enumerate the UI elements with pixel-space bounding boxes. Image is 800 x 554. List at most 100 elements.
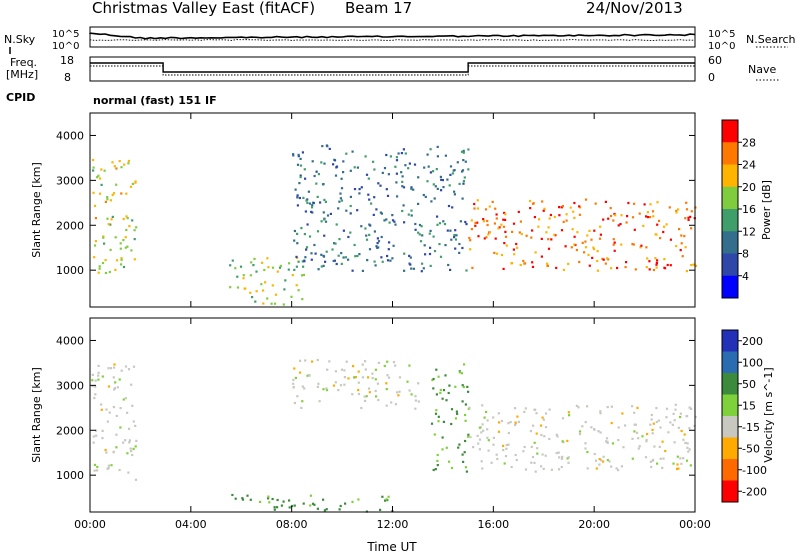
power-cell	[261, 261, 264, 264]
velocity-cell	[533, 408, 536, 411]
power-cell	[310, 210, 313, 213]
power-cell	[522, 259, 525, 263]
velocity-cell	[130, 450, 133, 453]
velocity-cell	[92, 435, 95, 438]
power-cell	[308, 202, 312, 205]
velocity-cell	[561, 440, 564, 443]
power-cell	[409, 256, 412, 259]
power-cell	[242, 274, 245, 277]
velocity-cell	[129, 447, 132, 450]
velocity-cell	[673, 419, 676, 422]
velocity-cell	[334, 381, 337, 384]
noise-left-label: N.Sky	[4, 33, 36, 46]
power-cell	[449, 229, 452, 232]
velocity-cell	[462, 386, 465, 389]
power-cell	[428, 232, 431, 235]
power-cell	[388, 241, 391, 244]
power-cell	[324, 200, 327, 203]
power-cell	[118, 160, 121, 163]
velocity-cell	[128, 427, 131, 430]
velocity-cell	[101, 375, 104, 378]
power-cell	[360, 225, 363, 228]
power-cell	[368, 223, 371, 226]
plot-title: Christmas Valley East (fitACF)	[92, 0, 315, 17]
velocity-cell	[682, 438, 685, 441]
power-cell	[503, 211, 506, 214]
velocity-cell	[661, 466, 664, 469]
velocity-cell	[432, 468, 435, 472]
power-cell	[373, 168, 376, 171]
velocity-cell	[434, 468, 437, 471]
power-cell	[317, 268, 320, 271]
power-cell	[685, 201, 688, 204]
velocity-cell	[558, 456, 561, 459]
power-cell	[109, 223, 112, 226]
power-cell	[429, 171, 432, 174]
velocity-cell	[112, 376, 115, 379]
velocity-cell	[328, 360, 331, 363]
power-cell	[642, 224, 645, 227]
power-cell	[463, 176, 466, 179]
power-y-ticks: 1000 2000 3000 4000	[56, 129, 695, 277]
velocity-cell	[406, 380, 409, 383]
velocity-cell	[106, 420, 109, 423]
velocity-cell	[461, 400, 464, 403]
power-cell	[655, 263, 658, 266]
power-colorbar-tick-label: 12	[742, 225, 756, 238]
power-cell	[395, 172, 398, 175]
power-cell	[287, 268, 290, 271]
velocity-cell	[516, 415, 519, 418]
power-cell	[111, 193, 114, 197]
power-cell	[340, 262, 343, 265]
noise-right-tick-bottom: 10^0	[708, 41, 735, 52]
velocity-cell	[100, 403, 103, 406]
velocity-cell	[467, 433, 470, 436]
velocity-cell	[540, 433, 543, 437]
power-cell	[296, 194, 299, 197]
power-cell	[310, 206, 314, 209]
power-cell	[525, 234, 528, 237]
velocity-cell	[115, 446, 118, 449]
velocity-colorbar: 200 100 50 15 -15 -50 -100 -200 Velocity [m s^-…	[721, 329, 775, 503]
velocity-cell	[676, 455, 679, 458]
velocity-cell	[100, 408, 103, 411]
velocity-cell	[292, 382, 295, 385]
power-cell	[613, 212, 616, 216]
velocity-cell	[686, 446, 689, 449]
power-cell	[612, 219, 615, 222]
power-cell	[306, 201, 309, 204]
power-cell	[626, 215, 629, 218]
velocity-cell	[679, 415, 682, 419]
power-cell	[100, 168, 103, 171]
power-cell	[675, 209, 678, 212]
power-colorbar-cell	[722, 142, 738, 165]
power-cell	[512, 222, 516, 225]
noise-left-tick-bottom: 10^0	[52, 41, 79, 52]
velocity-cell	[688, 406, 691, 409]
power-cell	[541, 200, 544, 203]
power-cell	[104, 271, 107, 275]
power-cell	[305, 199, 308, 202]
freq-right-tick-top: 60	[708, 54, 722, 67]
power-cell	[297, 289, 300, 292]
velocity-cell	[322, 498, 325, 501]
velocity-cell	[492, 436, 495, 439]
power-cell	[305, 246, 309, 249]
velocity-cell	[555, 452, 558, 455]
power-cell	[564, 245, 567, 248]
velocity-cell	[467, 390, 470, 393]
power-cell	[656, 259, 659, 262]
velocity-cell	[398, 376, 402, 379]
velocity-cell	[683, 433, 686, 436]
velocity-cell	[408, 389, 411, 392]
power-cell	[410, 267, 413, 270]
velocity-cell	[435, 409, 438, 412]
power-cell	[553, 233, 556, 236]
power-cell	[598, 237, 602, 240]
power-colorbar-tick-label: 20	[742, 181, 756, 194]
velocity-cell	[442, 389, 446, 392]
power-cell	[334, 174, 338, 177]
power-cell	[288, 262, 291, 265]
power-cell	[383, 167, 387, 170]
power-cell	[502, 267, 505, 270]
